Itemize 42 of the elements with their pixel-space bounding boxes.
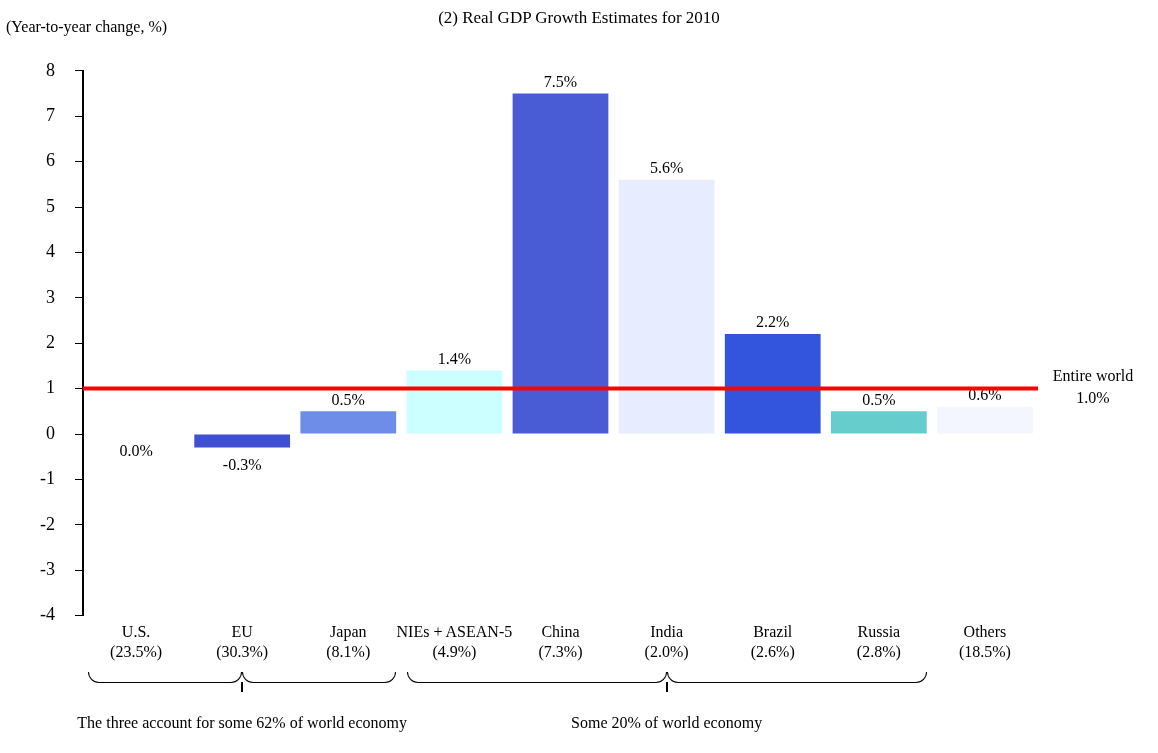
y-tick-label: -1 [39,468,55,489]
x-tick-label: India (2.0%) [644,623,689,661]
x-tick-label: Japan (8.1%) [326,623,371,661]
data-label: 2.2% [756,313,790,331]
x-tick-label: Russia (2.8%) [856,623,901,661]
bar [406,370,503,434]
y-tick-label: 0 [45,422,55,443]
ref-line-label: Entire world 1.0% [1052,366,1134,406]
text: Some 20% of world economy [571,714,763,732]
y-tick-label: -4 [39,604,55,625]
bar [724,334,821,434]
data-label: 1.4% [437,349,472,367]
y-tick-label: -3 [39,558,55,579]
chart-title: (2) Real GDP Growth Estimates for 2010 [438,8,720,27]
x-tick-label: Brazil (2.6%) [750,623,795,661]
data-label: 5.6% [649,158,684,176]
data-label: 7.5% [543,72,578,90]
y-axis-title: (Year-to-year change, %) [6,18,168,36]
y-tick-label: 4 [45,241,55,262]
data-label: 0.5% [862,390,896,408]
y-tick-label: 7 [45,104,55,125]
x-tick-label: EU (30.3%) [216,623,269,661]
bar [300,411,397,434]
text: The three account for some 62% of world economy [77,714,407,732]
y-tick-label: 2 [45,331,55,352]
bar [618,179,715,434]
bar [194,434,291,448]
y-tick-label: 1 [45,377,55,398]
y-tick-label: 5 [45,195,55,216]
y-tick-label: -2 [39,513,55,534]
y-tick-label: 3 [45,286,55,307]
x-tick-label: U.S. (23.5%) [110,623,163,661]
bar [512,93,609,434]
y-tick-label: 6 [45,150,55,171]
data-label: -0.3% [222,455,262,473]
data-label: 0.5% [331,390,365,408]
bar [830,411,927,434]
y-tick-label: 8 [45,59,55,80]
data-label: 0.0% [119,442,153,460]
x-tick-label: NIEs + ASEAN-5 (4.9%) [396,623,513,661]
x-tick-label: China (7.3%) [538,623,583,661]
x-tick-label: Others (18.5%) [958,623,1011,661]
